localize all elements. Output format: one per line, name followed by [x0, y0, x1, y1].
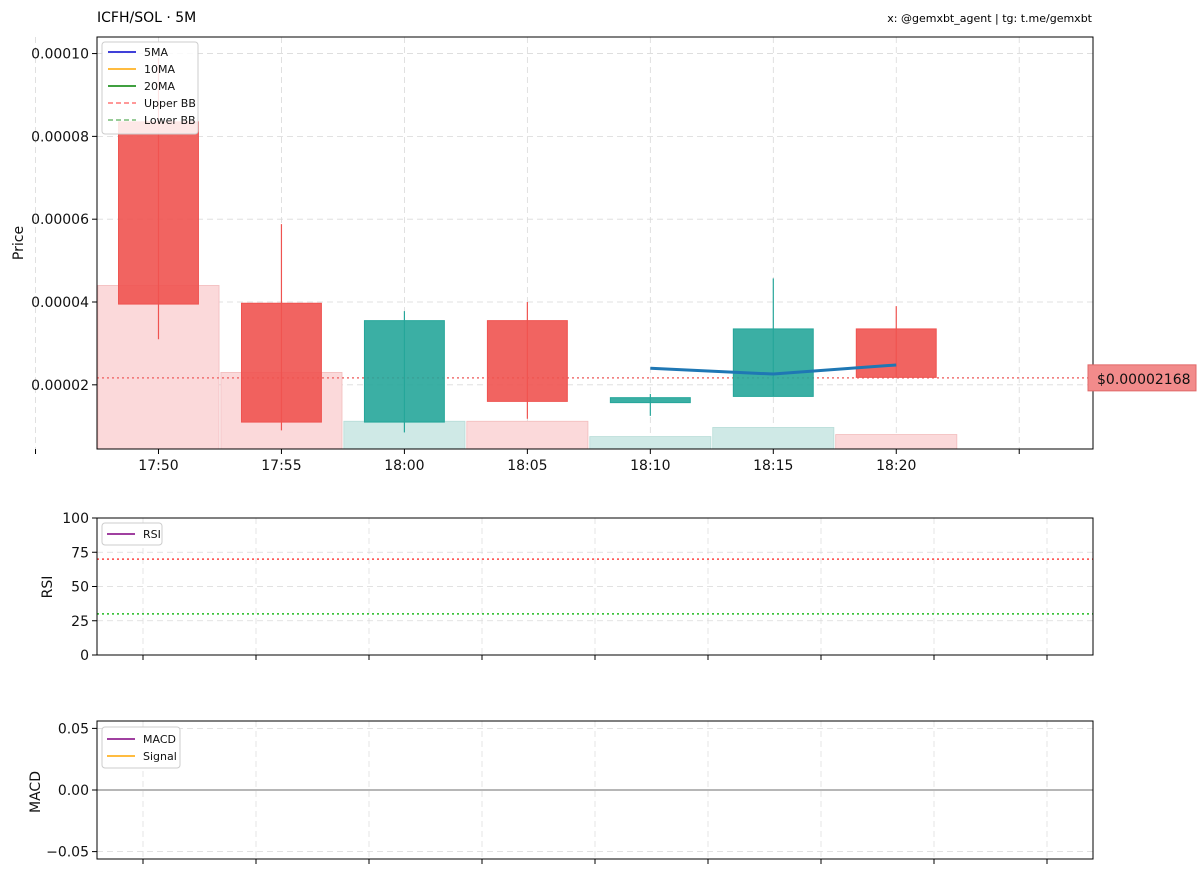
x-tick-label: 18:00 [384, 458, 424, 474]
macd-panel: 0.05 0.00 −0.05 MACD MACD Signal [28, 720, 1094, 864]
x-tick-label: 18:20 [876, 458, 916, 474]
legend-label: 10MA [144, 63, 175, 76]
current-price-badge: $0.00002168 [1087, 364, 1197, 392]
y-tick-label: 0.00 [58, 783, 89, 799]
y-tick-label: 0.00008 [31, 129, 89, 145]
y-tick-label: 0.05 [58, 721, 89, 737]
y-tick-label: 0.00004 [31, 295, 89, 311]
y-tick-label: 100 [62, 511, 89, 527]
ma5-line [650, 363, 897, 376]
price-panel-frame [96, 36, 1094, 450]
legend-label: MACD [143, 733, 176, 746]
y-tick-label: 50 [71, 580, 89, 596]
x-tick-label: 18:15 [753, 458, 793, 474]
y-tick-label: 25 [71, 614, 89, 630]
credits-text: x: @gemxbt_agent | tg: t.me/gemxbt [887, 12, 1092, 25]
price-legend-box [101, 41, 199, 135]
candle-body [855, 328, 937, 378]
y-tick-label: 0.00010 [31, 47, 89, 63]
legend-label: 20MA [144, 80, 175, 93]
current-price-label: $0.00002168 [1097, 372, 1191, 388]
candle-body [363, 320, 445, 423]
macd-y-axis-label: MACD [28, 771, 44, 813]
macd-x-axis [142, 859, 1048, 864]
price-y-axis-label: Price [11, 226, 27, 260]
rsi-grid [97, 517, 1093, 656]
price-legend: 5MA 10MA 20MA Upper BB Lower BB [101, 41, 199, 135]
macd-legend: MACD Signal [101, 726, 181, 769]
legend-label: Lower BB [144, 114, 196, 127]
legend-label: 5MA [144, 46, 168, 59]
candle-body [609, 397, 691, 404]
candles [118, 57, 937, 433]
x-tick-label: 18:05 [507, 458, 547, 474]
macd-y-axis: 0.05 0.00 −0.05 [46, 721, 97, 861]
volume-bar [589, 436, 712, 450]
y-tick-label: 75 [71, 545, 89, 561]
candle-body [732, 328, 814, 397]
y-tick-label: −0.05 [46, 845, 89, 861]
legend-label: Upper BB [144, 97, 196, 110]
legend-label: Signal [143, 750, 177, 763]
candle-body [240, 302, 322, 423]
rsi-panel: 0 25 50 75 100 RSI RSI [40, 511, 1094, 664]
rsi-y-axis-label: RSI [40, 576, 56, 599]
x-tick-label: 17:55 [261, 458, 301, 474]
chart-title: ICFH/SOL · 5M [97, 10, 196, 26]
volume-bar [97, 285, 220, 450]
price-y-axis: 0.00002 0.00004 0.00006 0.00008 0.00010 [31, 47, 97, 394]
candle-body [486, 320, 568, 402]
volume-bar [712, 427, 835, 450]
price-x-axis: 17:50 17:55 18:00 18:05 18:10 18:15 18:20 [35, 449, 1020, 474]
x-tick-label: 18:10 [630, 458, 670, 474]
y-tick-label: 0 [80, 648, 89, 664]
x-tick-label: 17:50 [138, 458, 178, 474]
legend-label: RSI [143, 528, 161, 541]
volume-bar [466, 420, 589, 450]
rsi-y-axis: 0 25 50 75 100 [62, 511, 97, 664]
rsi-legend: RSI [101, 522, 163, 546]
rsi-x-axis [142, 655, 1048, 660]
candle-body [118, 121, 199, 305]
price-panel: 17:50 17:55 18:00 18:05 18:10 18:15 18:20 0.00… [11, 36, 1197, 474]
macd-legend-box [101, 726, 181, 769]
volume-bar [835, 434, 958, 450]
y-tick-label: 0.00002 [31, 378, 89, 394]
y-tick-label: 0.00006 [31, 212, 89, 228]
rsi-reference-lines [97, 558, 1093, 615]
